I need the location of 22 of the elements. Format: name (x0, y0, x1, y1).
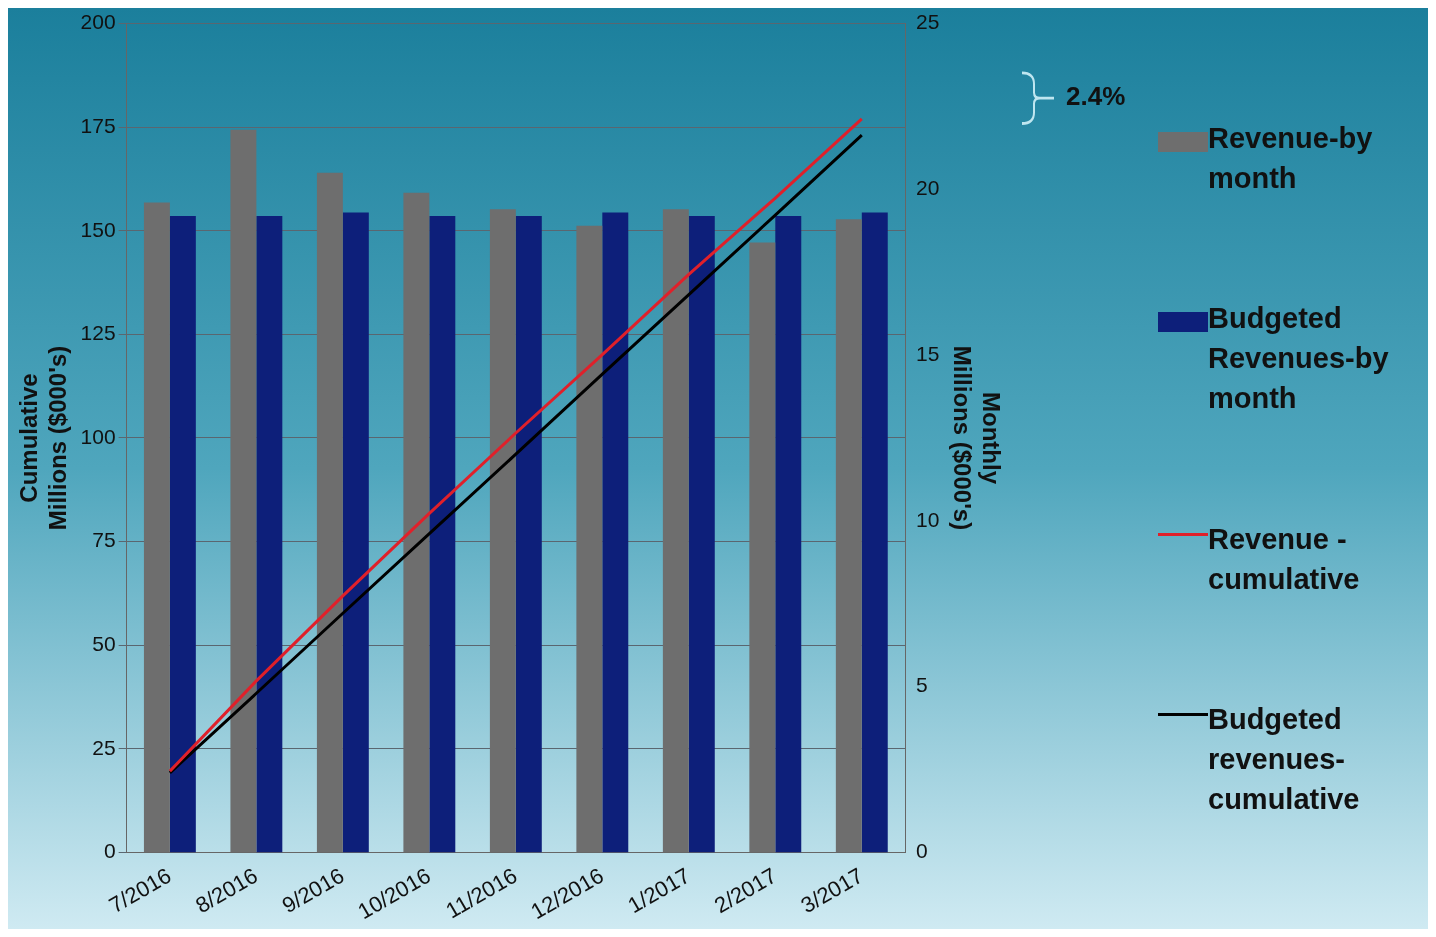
y2-tick-label: 25 (916, 10, 940, 34)
y2-tick-label: 0 (916, 839, 928, 863)
y2-tick-label: 10 (916, 507, 940, 531)
y2-axis-title: Monthly Millions ($000's) (949, 345, 1005, 531)
y-tick-label: 125 (80, 321, 116, 345)
y2-tick-label: 15 (916, 341, 940, 365)
legend-label: Budgeted Revenues-by month (1208, 301, 1390, 417)
y2-tick-label: 5 (916, 673, 928, 697)
y2-tick-label: 20 (916, 176, 940, 200)
legend-label: Budgeted revenues-cumulative (1208, 701, 1361, 817)
y-tick-label: 50 (92, 631, 116, 655)
legend-label: Revenue-by month (1208, 121, 1374, 197)
y-tick-label: 75 (92, 528, 116, 552)
y-tick-label: 100 (80, 424, 116, 448)
y-tick-label: 200 (80, 10, 116, 34)
y-tick-label: 0 (103, 839, 116, 863)
y-tick-label: 150 (80, 217, 116, 241)
y-axis-title: Cumulative Millions ($000's) (15, 345, 71, 531)
legend-label: Revenue - cumulative (1208, 521, 1361, 597)
text: 2.4% (1066, 81, 1126, 112)
y-tick-label: 25 (92, 735, 116, 759)
y-tick-label: 175 (80, 113, 116, 137)
